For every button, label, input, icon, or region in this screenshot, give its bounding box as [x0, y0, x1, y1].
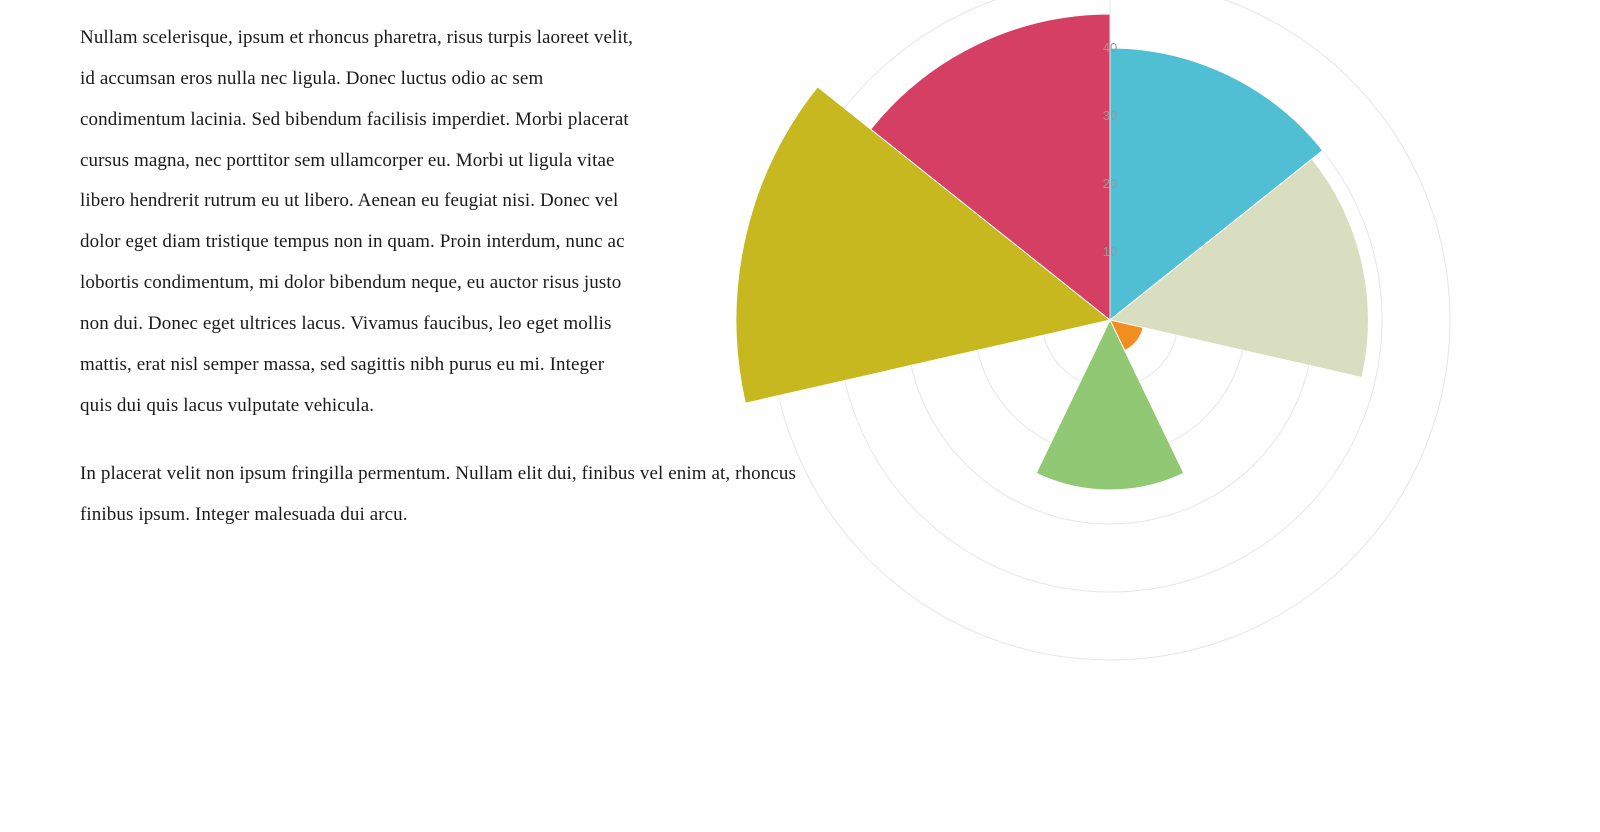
r-tick-label-30: 30	[1103, 108, 1117, 123]
sectors-group	[736, 14, 1368, 490]
r-tick-label-10: 10	[1103, 244, 1117, 259]
r-tick-label-20: 20	[1103, 176, 1117, 191]
page-root: Nullam scelerisque, ipsum et rhoncus pha…	[0, 0, 1600, 832]
polar-bar-chart: 1020304050	[690, 0, 1510, 700]
polar-chart-svg: 1020304050	[690, 0, 1510, 700]
r-tick-label-40: 40	[1103, 40, 1117, 55]
sector-3	[1036, 320, 1184, 490]
paragraph-1: Nullam scelerisque, ipsum et rhoncus pha…	[80, 18, 640, 426]
body-text-column: Nullam scelerisque, ipsum et rhoncus pha…	[80, 18, 640, 564]
